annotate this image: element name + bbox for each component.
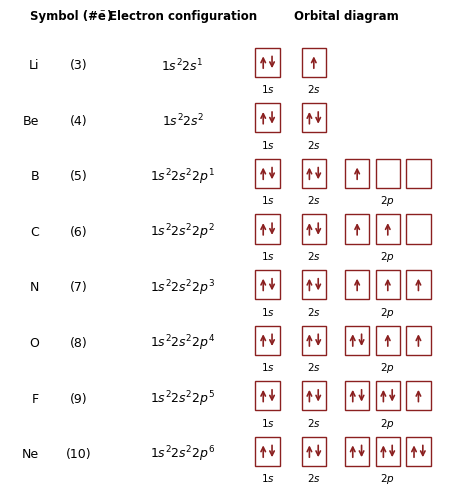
- Text: $2p$: $2p$: [381, 472, 395, 486]
- Text: F: F: [32, 393, 39, 406]
- Text: $1s$: $1s$: [261, 305, 274, 318]
- Bar: [345, 215, 369, 244]
- Bar: [301, 48, 326, 77]
- Text: $1s^{2}2s^{2}2p^{3}$: $1s^{2}2s^{2}2p^{3}$: [150, 278, 215, 298]
- Text: (5): (5): [70, 170, 88, 183]
- Text: $1s^{2}2s^{2}2p^{2}$: $1s^{2}2s^{2}2p^{2}$: [150, 222, 215, 242]
- Text: $2p$: $2p$: [381, 417, 395, 431]
- Text: $1s^{2}2s^{2}2p^{4}$: $1s^{2}2s^{2}2p^{4}$: [150, 334, 216, 354]
- Text: $1s$: $1s$: [261, 139, 274, 151]
- Text: $2p$: $2p$: [381, 250, 395, 264]
- Text: Li: Li: [28, 59, 39, 72]
- Text: $1s^{2}2s^{2}$: $1s^{2}2s^{2}$: [162, 113, 204, 130]
- Bar: [375, 159, 400, 188]
- Text: $1s$: $1s$: [261, 472, 274, 484]
- Bar: [345, 270, 369, 299]
- Text: Ne: Ne: [22, 448, 39, 461]
- Bar: [301, 159, 326, 188]
- Text: O: O: [29, 337, 39, 350]
- Text: (9): (9): [70, 393, 88, 406]
- Text: ): ): [107, 10, 112, 24]
- Bar: [255, 159, 280, 188]
- Bar: [345, 436, 369, 466]
- Bar: [406, 159, 431, 188]
- Bar: [406, 381, 431, 410]
- Bar: [255, 215, 280, 244]
- Bar: [255, 270, 280, 299]
- Text: $2s$: $2s$: [307, 305, 321, 318]
- Bar: [345, 159, 369, 188]
- Bar: [301, 103, 326, 133]
- Text: $1s$: $1s$: [261, 194, 274, 206]
- Text: $1s^{2}2s^{2}2p^{1}$: $1s^{2}2s^{2}2p^{1}$: [150, 167, 215, 187]
- Bar: [255, 326, 280, 355]
- Bar: [345, 381, 369, 410]
- Text: $1s$: $1s$: [261, 417, 274, 429]
- Text: $1s^{2}2s^{1}$: $1s^{2}2s^{1}$: [162, 57, 204, 74]
- Text: Symbol (#e: Symbol (#e: [30, 10, 106, 24]
- Text: $2s$: $2s$: [307, 361, 321, 373]
- Text: Be: Be: [23, 115, 39, 128]
- Bar: [255, 103, 280, 133]
- Bar: [255, 436, 280, 466]
- Text: (7): (7): [70, 281, 88, 295]
- Bar: [406, 326, 431, 355]
- Bar: [375, 381, 400, 410]
- Text: $2s$: $2s$: [307, 417, 321, 429]
- Text: $2p$: $2p$: [381, 194, 395, 208]
- Text: (8): (8): [70, 337, 88, 350]
- Text: $2s$: $2s$: [307, 194, 321, 206]
- Text: ⁻: ⁻: [100, 8, 105, 18]
- Text: $1s$: $1s$: [261, 83, 274, 95]
- Bar: [406, 215, 431, 244]
- Bar: [406, 436, 431, 466]
- Bar: [345, 326, 369, 355]
- Text: $1s$: $1s$: [261, 250, 274, 262]
- Text: $1s$: $1s$: [261, 361, 274, 373]
- Bar: [255, 381, 280, 410]
- Bar: [255, 48, 280, 77]
- Text: $1s^{2}2s^{2}2p^{5}$: $1s^{2}2s^{2}2p^{5}$: [150, 389, 215, 409]
- Bar: [406, 270, 431, 299]
- Text: Orbital diagram: Orbital diagram: [294, 10, 399, 24]
- Text: (6): (6): [70, 226, 88, 239]
- Text: $2p$: $2p$: [381, 361, 395, 375]
- Bar: [375, 326, 400, 355]
- Text: (3): (3): [70, 59, 88, 72]
- Text: $2p$: $2p$: [381, 305, 395, 320]
- Bar: [301, 326, 326, 355]
- Bar: [375, 215, 400, 244]
- Text: N: N: [30, 281, 39, 295]
- Bar: [301, 381, 326, 410]
- Bar: [301, 215, 326, 244]
- Text: (10): (10): [66, 448, 92, 461]
- Bar: [301, 270, 326, 299]
- Text: C: C: [30, 226, 39, 239]
- Text: $2s$: $2s$: [307, 250, 321, 262]
- Bar: [301, 436, 326, 466]
- Text: B: B: [30, 170, 39, 183]
- Text: $2s$: $2s$: [307, 139, 321, 151]
- Bar: [375, 436, 400, 466]
- Text: (4): (4): [70, 115, 88, 128]
- Text: $2s$: $2s$: [307, 83, 321, 95]
- Text: $1s^{2}2s^{2}2p^{6}$: $1s^{2}2s^{2}2p^{6}$: [150, 445, 216, 464]
- Text: $2s$: $2s$: [307, 472, 321, 484]
- Bar: [375, 270, 400, 299]
- Text: Electron configuration: Electron configuration: [109, 10, 257, 24]
